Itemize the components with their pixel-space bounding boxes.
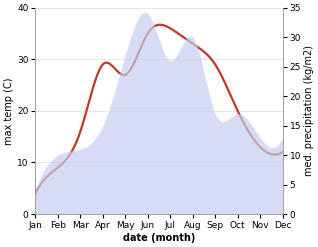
Y-axis label: max temp (C): max temp (C) [4,77,14,145]
X-axis label: date (month): date (month) [123,233,195,243]
Y-axis label: med. precipitation (kg/m2): med. precipitation (kg/m2) [304,45,314,176]
